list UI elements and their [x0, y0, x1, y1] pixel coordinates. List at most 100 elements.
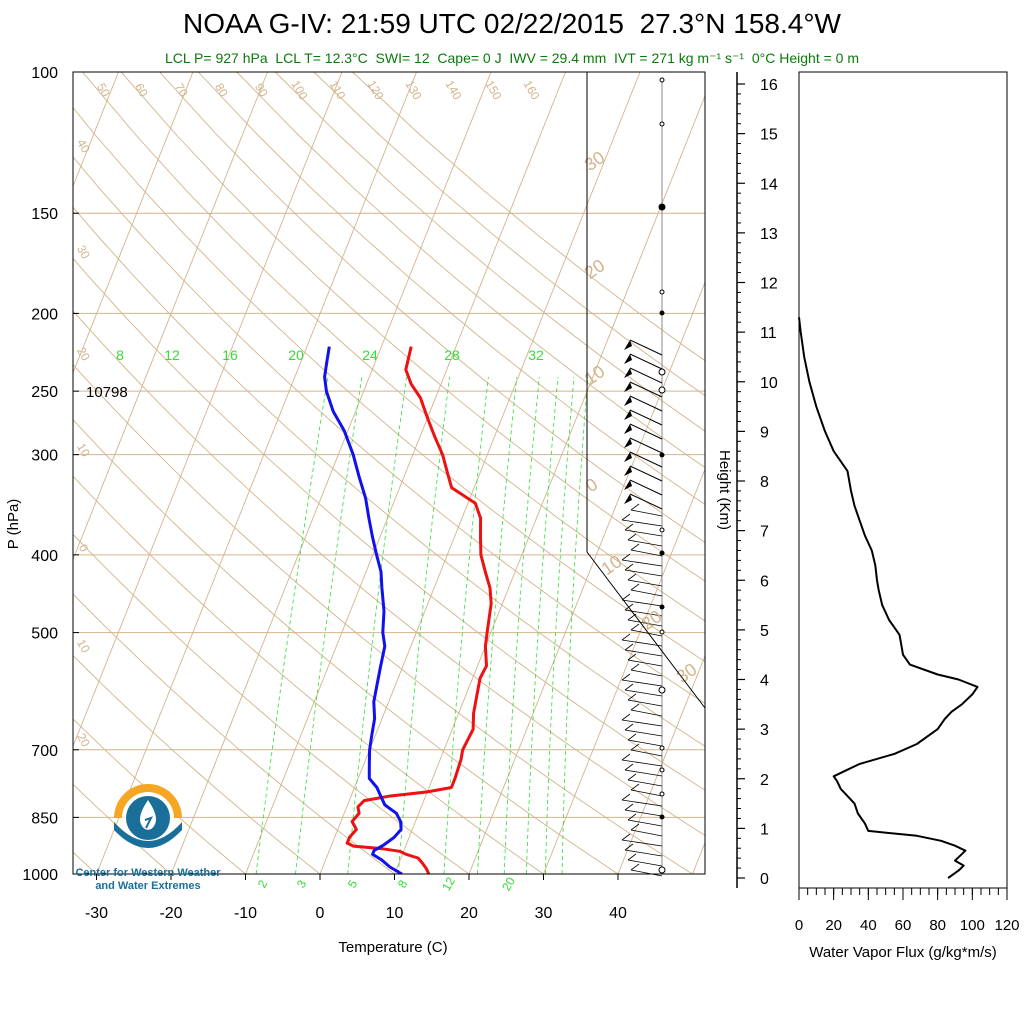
dry-adiabat: [73, 783, 172, 874]
barb-station-dot: [658, 368, 666, 376]
temperature-tick-label: 30: [535, 905, 553, 922]
pressure-tick-label: 400: [31, 548, 58, 565]
height-tick-label: 12: [760, 276, 778, 293]
wind-barb-staff: [621, 599, 663, 607]
mixing-ratio-line: [545, 376, 575, 874]
mixing-ratio-line: [526, 376, 559, 874]
wind-barb-staff: [630, 589, 663, 597]
wind-barb-flag: [630, 703, 640, 711]
isotherm-line: [73, 72, 268, 561]
wind-barb-staff: [627, 619, 663, 627]
wind-barb-staff: [624, 569, 663, 577]
wind-barb-staff: [629, 465, 663, 482]
wind-barb-staff: [629, 437, 663, 454]
wind-barb-flag: [630, 743, 640, 751]
wind-barb-staff: [621, 759, 663, 767]
pressure-tick-label: 500: [31, 626, 58, 643]
wind-barb-flag: [624, 563, 634, 571]
barb-station-dot: [659, 745, 665, 751]
wind-barb-flag: [621, 593, 631, 601]
wind-barb-staff: [621, 839, 663, 847]
wind-barb-staff: [624, 729, 663, 737]
wind-barb-staff: [630, 629, 663, 637]
isotherm-line: [394, 94, 705, 874]
barb-station-dot: [658, 866, 666, 874]
wind-barb-flag: [621, 753, 631, 761]
wind-barb-staff: [621, 799, 663, 807]
wind-barb-pennant: [624, 452, 632, 462]
mixing-ratio-label: 24: [362, 347, 378, 363]
wind-barb-flag: [624, 643, 634, 651]
wind-barb-flag: [624, 723, 634, 731]
sounding-profiles: [323, 346, 493, 874]
isotherm-label: 30: [581, 147, 609, 175]
isotherm-label: 0: [76, 542, 92, 555]
logo-line-1: Center for Western Weather: [75, 867, 221, 879]
isotherm-line: [617, 654, 705, 874]
flux-tick-label: 80: [929, 917, 946, 934]
wind-barb-staff: [630, 509, 663, 517]
wind-barb-staff: [629, 479, 663, 496]
isotherm-label: 20: [74, 345, 93, 364]
dry-adiabat: [73, 206, 705, 747]
barb-station-dot: [659, 527, 665, 533]
vapor-flux-plot: 0 20 40 60 80 100 120 Water Vapor Flux (g/kg*m…: [795, 71, 1020, 961]
flux-tick-label: 0: [795, 917, 803, 934]
pressure-tick-label: 850: [31, 810, 58, 827]
wind-barb-pennant: [624, 494, 632, 504]
height-tick-label: 6: [760, 573, 769, 590]
flux-tick-label: 60: [895, 917, 912, 934]
mixing-ratio-label: 12: [164, 347, 180, 363]
isotherm-label: 20: [581, 255, 609, 283]
wind-barb-staff: [624, 689, 663, 697]
dry-adiabat: [73, 475, 544, 874]
wind-barb-staff: [630, 829, 663, 837]
isotherm-label: 150: [482, 78, 504, 103]
wind-barb-flag: [630, 583, 640, 591]
chart-subtitle: LCL P= 927 hPa LCL T= 12.3°C SWI= 12 Cap…: [164, 50, 860, 66]
mixing-ratio-label: 20: [499, 874, 518, 893]
wind-barb-staff: [624, 769, 663, 777]
dry-adiabat: [82, 72, 705, 622]
wind-barb-pennant: [624, 396, 632, 406]
logo-wave: [114, 822, 182, 848]
wind-barb-flag: [630, 503, 640, 511]
wind-barb-staff: [629, 423, 663, 440]
height-tick-label: 7: [760, 524, 769, 541]
isotherm-label: 0: [582, 474, 602, 496]
barb-station-dot: [659, 77, 665, 83]
wind-barb-staff: [627, 579, 663, 587]
flux-tick-label: 100: [960, 917, 985, 934]
isotherm-line: [73, 72, 194, 374]
barb-station-dot: [659, 121, 665, 127]
mixing-ratio-line: [443, 376, 489, 874]
mixing-ratio-label: 16: [222, 347, 238, 363]
wind-barb-staff: [624, 849, 663, 857]
wind-barb-staff: [624, 649, 663, 657]
skew-t-grid: [73, 72, 705, 874]
wind-barb-staff: [630, 669, 663, 677]
isotherm-label: 10: [74, 637, 93, 656]
height-tick-label: 2: [760, 772, 769, 789]
pressure-tick-label: 1000: [22, 867, 58, 884]
isotherm-line: [245, 72, 566, 874]
barb-station-dot: [658, 386, 666, 394]
wind-barb-flag: [627, 693, 637, 701]
wind-barb-flag: [624, 523, 634, 531]
flux-frame: [798, 71, 1008, 889]
wind-barb-staff: [629, 339, 663, 356]
x-axis-label: Temperature (C): [338, 939, 447, 956]
wind-barb-flag: [621, 553, 631, 561]
flux-axes: 0 20 40 60 80 100 120: [795, 888, 1020, 934]
wind-barb-staff: [629, 493, 663, 510]
temperature-tick-label: 20: [460, 905, 478, 922]
wind-barb-flag: [627, 813, 637, 821]
height-tick-label: 3: [760, 722, 769, 739]
skew-t-frame: [72, 71, 706, 875]
height-tick-label: 8: [760, 474, 769, 491]
wind-barb-pennant: [624, 354, 632, 364]
wind-barb-staff: [629, 409, 663, 426]
